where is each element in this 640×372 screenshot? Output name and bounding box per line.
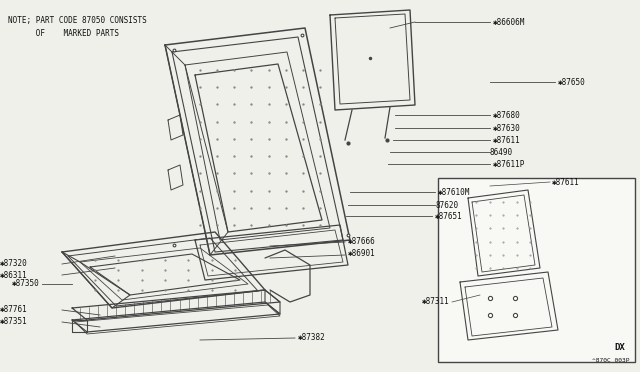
Text: ✱87630: ✱87630 — [493, 124, 521, 132]
Text: NOTE; PART CODE 87050 CONSISTS: NOTE; PART CODE 87050 CONSISTS — [8, 16, 147, 25]
Text: ✱87680: ✱87680 — [493, 110, 521, 119]
Text: ✱87382: ✱87382 — [298, 334, 326, 343]
Text: ✱87320: ✱87320 — [0, 260, 28, 269]
Text: DX: DX — [614, 343, 625, 353]
Text: ✱87311: ✱87311 — [422, 298, 450, 307]
Text: ^870C 003P: ^870C 003P — [593, 357, 630, 362]
Text: ✱87666: ✱87666 — [348, 237, 376, 246]
Text: ✱87351: ✱87351 — [0, 317, 28, 327]
Text: ✱87761: ✱87761 — [0, 305, 28, 314]
Text: ✱87610M: ✱87610M — [438, 187, 470, 196]
Text: ✱87651: ✱87651 — [435, 212, 463, 221]
Text: ✱87650: ✱87650 — [558, 77, 586, 87]
Text: ✱87611: ✱87611 — [493, 135, 521, 144]
Text: ✱86606M: ✱86606M — [493, 17, 525, 26]
Bar — [438, 178, 635, 362]
Text: OF    MARKED PARTS: OF MARKED PARTS — [8, 29, 119, 38]
Text: 87620: 87620 — [435, 201, 458, 209]
Text: 86490: 86490 — [490, 148, 513, 157]
Text: ✱86311: ✱86311 — [0, 270, 28, 279]
Text: ✱86901: ✱86901 — [348, 250, 376, 259]
Text: ✱87611: ✱87611 — [552, 177, 580, 186]
Text: ✱87350: ✱87350 — [12, 279, 40, 289]
Text: ✱87611P: ✱87611P — [493, 160, 525, 169]
